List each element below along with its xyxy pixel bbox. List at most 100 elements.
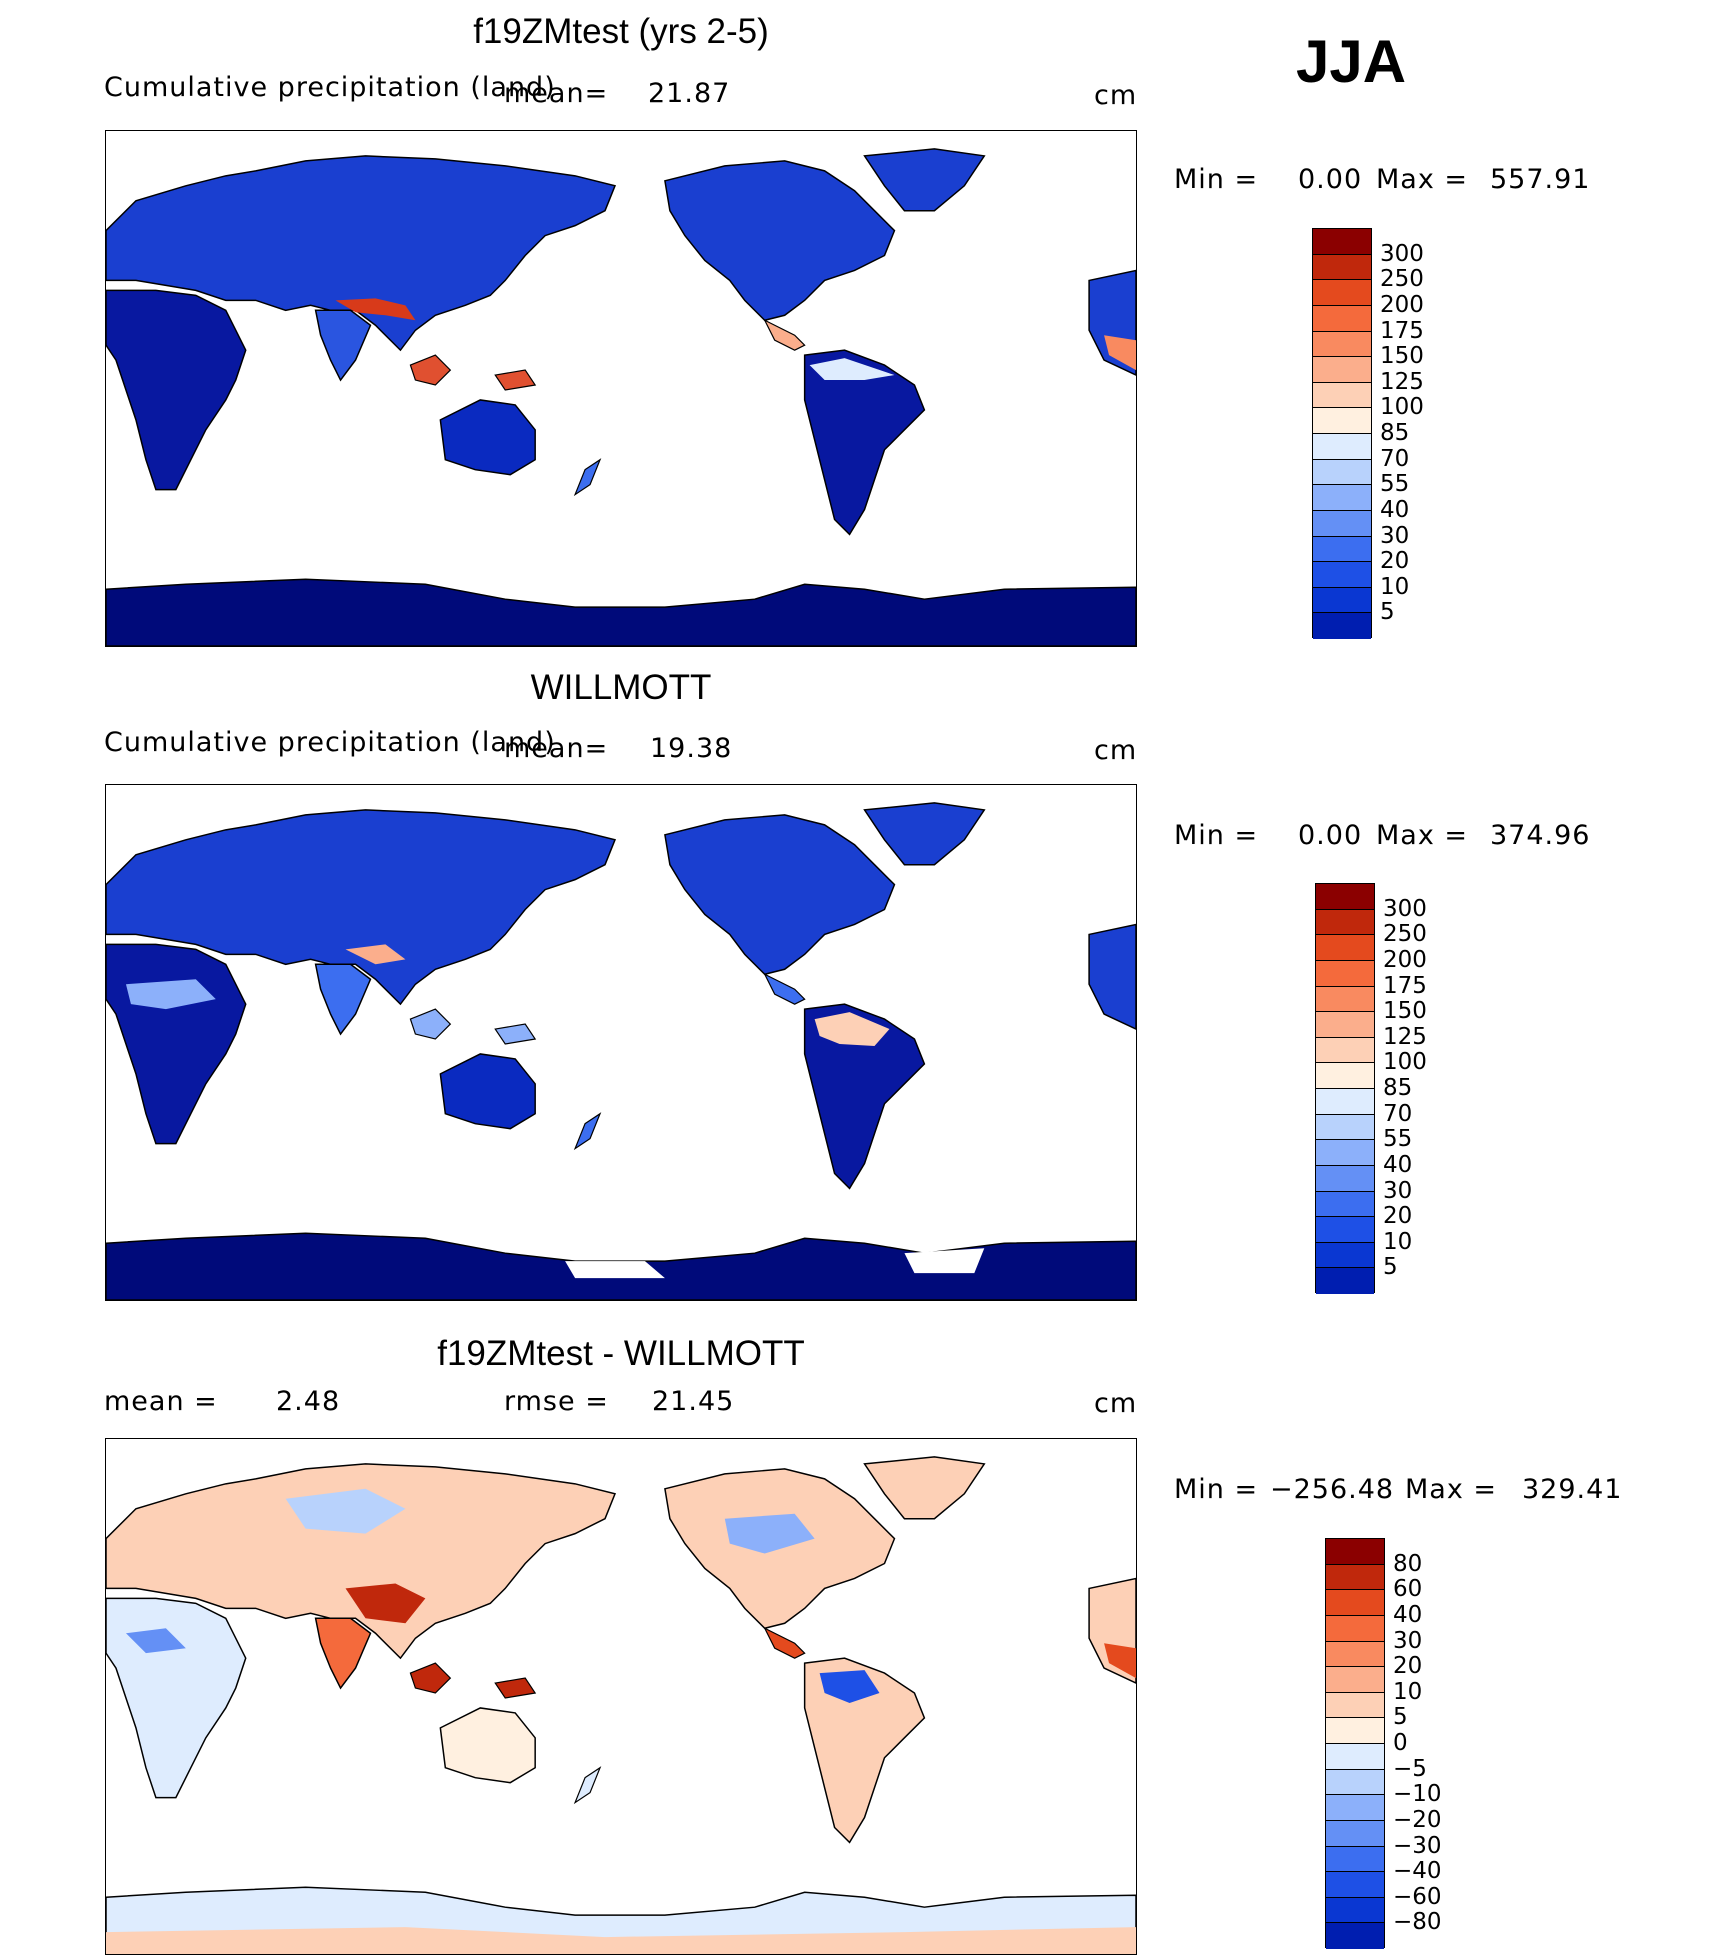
colorbar-segment [1326,1692,1384,1719]
colorbar-tick-label: 55 [1380,471,1410,498]
africa-dry-patch [125,1628,186,1654]
colorbar-segment [1316,1217,1374,1243]
colorbar-tick-label: 40 [1393,1601,1423,1628]
panel1-variable: Cumulative precipitation (land) [104,72,556,103]
panel3-mean-label: mean = [104,1386,218,1417]
australia-landmass [439,1053,536,1130]
colorbar-segment [1316,986,1374,1013]
panel1-map-svg [106,148,1136,646]
colorbar-tick-label: 300 [1380,240,1424,267]
south-america-dry-patch [819,1670,880,1703]
colorbar-segment [1313,562,1371,588]
panel3-title: f19ZMtest - WILLMOTT [437,1334,805,1373]
colorbar-segment [1316,884,1374,910]
colorbar-tick-label: −40 [1393,1858,1442,1885]
colorbar-tick-label: 250 [1383,921,1427,948]
colorbar-tick-label: 200 [1383,946,1427,973]
panel1-min-value: 0.00 [1298,164,1363,195]
colorbar-segment [1313,459,1371,486]
panel2-max-value: 374.96 [1490,820,1591,851]
colorbar-tick-label: 30 [1383,1177,1413,1204]
panel3-rmse-label: rmse = [504,1386,609,1417]
australia-landmass [439,399,536,476]
panel2-mean-label: mean= [504,733,609,764]
panel2-colorbar-box [1315,883,1375,1294]
panel2-units: cm [1094,735,1138,766]
colorbar-tick-label: 20 [1393,1653,1423,1680]
greenland [863,802,986,866]
colorbar-segment [1326,1846,1384,1873]
colorbar-tick-label: 60 [1393,1576,1423,1603]
colorbar-tick-label: −30 [1393,1832,1442,1859]
africa-east-edge [1088,923,1136,1030]
colorbar-tick-label: 100 [1383,1049,1427,1076]
central-america [763,972,806,1005]
panel2-max-label: Max = [1376,820,1469,851]
greenland [863,1456,986,1520]
south-america-landmass [803,349,926,536]
panel3-map-svg [106,1456,1136,1954]
panel2-map-svg [106,802,1136,1300]
india-landmass [314,1617,372,1690]
colorbar-segment [1313,408,1371,434]
north-america-landmass [664,160,896,322]
central-america [763,318,806,351]
panel1-colorbar-box [1312,228,1372,639]
colorbar-tick-label: 175 [1380,317,1424,344]
colorbar-segment [1326,1641,1384,1668]
colorbar-segment [1313,536,1371,563]
colorbar-segment [1316,1089,1374,1115]
greenland [863,148,986,212]
colorbar-segment [1326,1615,1384,1642]
north-america-dry-patch [724,1513,815,1554]
colorbar-tick-label: −60 [1393,1883,1442,1910]
colorbar-segment [1326,1590,1384,1616]
panel2-variable: Cumulative precipitation (land) [104,727,556,758]
colorbar-segment [1316,1012,1374,1038]
colorbar-tick-label: 0 [1393,1730,1408,1756]
antarctica-landmass [106,578,1136,646]
panel3-colorbar-box [1325,1538,1385,1949]
panel1-min-label: Min = [1174,164,1259,195]
eurasia-landmass [106,155,617,352]
panel2-min-label: Min = [1174,820,1259,851]
new-zealand [573,1766,602,1805]
africa-east-wet [1104,335,1136,371]
panel2-min-value: 0.00 [1298,820,1363,851]
colorbar-segment [1326,1564,1384,1591]
colorbar-tick-label: −10 [1393,1781,1442,1808]
africa-landmass [106,943,247,1145]
panel1-units: cm [1094,80,1138,111]
panel2-title: WILLMOTT [530,668,712,707]
colorbar-segment [1313,587,1371,614]
new-zealand [573,1112,602,1151]
panel1-mean-label: mean= [504,78,609,109]
colorbar-tick-label: 20 [1383,1203,1413,1230]
colorbar-segment [1316,1242,1374,1269]
colorbar-tick-label: −5 [1393,1755,1427,1782]
colorbar-segment [1316,960,1374,987]
colorbar-tick-label: 40 [1383,1151,1413,1178]
colorbar-tick-label: 5 [1393,1704,1408,1731]
panel1-max-value: 557.91 [1490,164,1591,195]
colorbar-tick-label: 200 [1380,291,1424,318]
se-asia-islands [409,354,537,391]
colorbar-tick-label: 125 [1380,368,1424,395]
season-label: JJA [1296,28,1407,95]
colorbar-tick-label: 100 [1380,394,1424,421]
colorbar-segment [1313,382,1371,409]
colorbar-segment [1316,935,1374,961]
colorbar-tick-label: 5 [1383,1254,1398,1281]
colorbar-segment [1316,1037,1374,1064]
colorbar-tick-label: 175 [1383,972,1427,999]
colorbar-tick-label: 70 [1380,445,1410,472]
colorbar-tick-label: 250 [1380,266,1424,293]
india-landmass [314,309,372,382]
panel3-units: cm [1094,1388,1138,1419]
colorbar-tick-label: −20 [1393,1806,1442,1833]
india-landmass [314,963,372,1036]
colorbar-segment [1326,1820,1384,1847]
panel3-mean-value: 2.48 [276,1386,341,1417]
colorbar-tick-label: 10 [1380,573,1410,600]
se-asia-islands [409,1008,537,1045]
